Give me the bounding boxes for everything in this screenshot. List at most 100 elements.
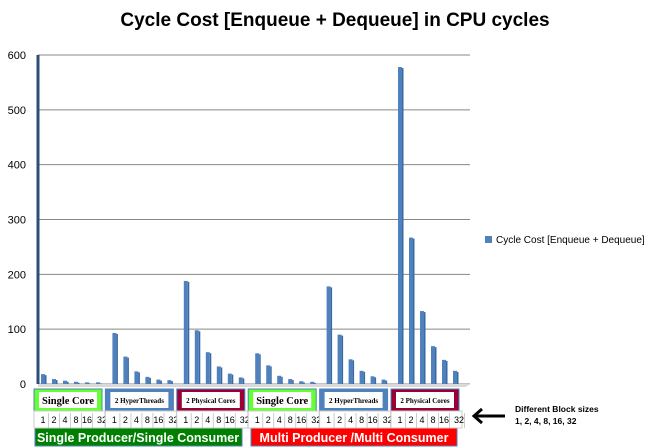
bar-shadow bbox=[374, 377, 377, 384]
block-size-label: 16 bbox=[296, 415, 306, 425]
bar-shadow bbox=[187, 281, 190, 384]
bar bbox=[205, 352, 210, 384]
bar bbox=[359, 370, 364, 384]
bar bbox=[310, 381, 315, 384]
block-size-label: 16 bbox=[368, 415, 378, 425]
block-size-label: 4 bbox=[348, 415, 353, 425]
bar bbox=[442, 359, 446, 384]
block-size-label: 32 bbox=[97, 415, 107, 425]
block-size-label: 1 bbox=[326, 415, 331, 425]
bar bbox=[167, 380, 172, 384]
bar bbox=[337, 334, 342, 384]
bar bbox=[277, 375, 282, 384]
bar-shadow bbox=[56, 380, 58, 384]
block-size-label: 32 bbox=[454, 415, 464, 425]
bar-shadow bbox=[138, 372, 140, 384]
bar-shadow bbox=[303, 382, 305, 384]
annotation-line-1: Different Block sizes bbox=[515, 404, 599, 414]
block-size-label: 8 bbox=[430, 415, 435, 425]
bar bbox=[123, 356, 128, 384]
bar-shadow bbox=[424, 312, 426, 384]
bar bbox=[348, 359, 353, 384]
bar bbox=[453, 370, 457, 384]
bar-shadow bbox=[330, 287, 333, 384]
y-tick-label: 400 bbox=[8, 160, 26, 172]
block-size-label: 16 bbox=[153, 415, 163, 425]
bar-shadow bbox=[270, 366, 272, 384]
bar bbox=[41, 374, 45, 384]
x-axis-floor bbox=[38, 384, 470, 387]
block-size-label: 32 bbox=[168, 415, 178, 425]
bar bbox=[370, 376, 375, 384]
block-size-label: 4 bbox=[419, 415, 424, 425]
group-label-bg bbox=[39, 392, 97, 408]
legend: Cycle Cost [Enqueue + Dequeue] bbox=[485, 235, 645, 246]
block-size-label: 4 bbox=[62, 415, 67, 425]
bar-shadow bbox=[160, 380, 162, 384]
group-label: 2 HyperThreads bbox=[329, 397, 378, 405]
bar-shadow bbox=[45, 375, 47, 384]
bar bbox=[156, 379, 161, 384]
bar-shadow bbox=[231, 374, 234, 384]
bar-shadow bbox=[100, 383, 102, 384]
chart-title: Cycle Cost [Enqueue + Dequeue] in CPU cy… bbox=[120, 10, 549, 31]
group-label: 2 Physical Cores bbox=[400, 397, 450, 405]
group-label: Single Core bbox=[256, 396, 308, 407]
bar bbox=[381, 379, 386, 384]
bar bbox=[74, 381, 78, 384]
bar-shadow bbox=[259, 354, 261, 384]
block-size-label: 32 bbox=[240, 415, 250, 425]
block-size-annotation: Different Block sizes 1, 2, 4, 8, 16, 32 bbox=[471, 404, 599, 426]
bar-shadow bbox=[363, 371, 366, 384]
y-tick-label: 600 bbox=[8, 50, 26, 62]
bar bbox=[238, 377, 243, 384]
block-size-label: 4 bbox=[205, 415, 210, 425]
block-size-label: 1 bbox=[397, 415, 402, 425]
y-tick-label: 500 bbox=[8, 105, 26, 117]
group-label-bg bbox=[253, 392, 312, 408]
bar bbox=[431, 346, 435, 384]
bar-shadow bbox=[89, 383, 91, 384]
group-label: 2 Physical Cores bbox=[186, 397, 236, 405]
block-size-label: 8 bbox=[145, 415, 150, 425]
block-size-label: 16 bbox=[225, 415, 235, 425]
bar-shadow bbox=[127, 357, 129, 384]
bar-shadow bbox=[198, 331, 201, 384]
bar-shadow bbox=[149, 377, 151, 384]
block-size-label: 2 bbox=[194, 415, 199, 425]
bar-shadow bbox=[314, 382, 316, 384]
group-label-bg bbox=[110, 392, 169, 408]
y-tick-label: 300 bbox=[8, 215, 26, 227]
bar bbox=[194, 330, 199, 384]
bar-shadow bbox=[352, 360, 355, 384]
block-size-label: 8 bbox=[73, 415, 78, 425]
bar bbox=[299, 381, 304, 384]
category-label: Multi Producer /Multi Consumer bbox=[260, 431, 449, 445]
block-size-label: 1 bbox=[40, 415, 45, 425]
block-size-label: 32 bbox=[383, 415, 393, 425]
block-size-label: 8 bbox=[359, 415, 364, 425]
bar-shadow bbox=[220, 367, 223, 384]
bar-shadow bbox=[292, 380, 294, 384]
bar bbox=[96, 382, 100, 384]
bar-shadow bbox=[171, 381, 173, 384]
group-label-bg bbox=[181, 392, 240, 408]
bar-shadow bbox=[116, 334, 118, 384]
block-size-label: 2 bbox=[408, 415, 413, 425]
block-size-label: 1 bbox=[255, 415, 260, 425]
bar-shadow bbox=[341, 335, 344, 384]
y-tick-label: 200 bbox=[8, 269, 26, 281]
bar bbox=[52, 379, 56, 384]
block-size-label: 16 bbox=[439, 415, 449, 425]
group-label-bg bbox=[324, 392, 383, 408]
bar bbox=[288, 379, 293, 384]
bar-shadow bbox=[402, 68, 404, 385]
y-tick-label: 0 bbox=[20, 379, 26, 391]
block-size-label: 2 bbox=[337, 415, 342, 425]
bar bbox=[398, 67, 402, 385]
block-size-label: 16 bbox=[82, 415, 92, 425]
block-size-label: 32 bbox=[311, 415, 321, 425]
bar bbox=[409, 237, 413, 384]
bar bbox=[134, 371, 139, 384]
block-size-label: 8 bbox=[288, 415, 293, 425]
